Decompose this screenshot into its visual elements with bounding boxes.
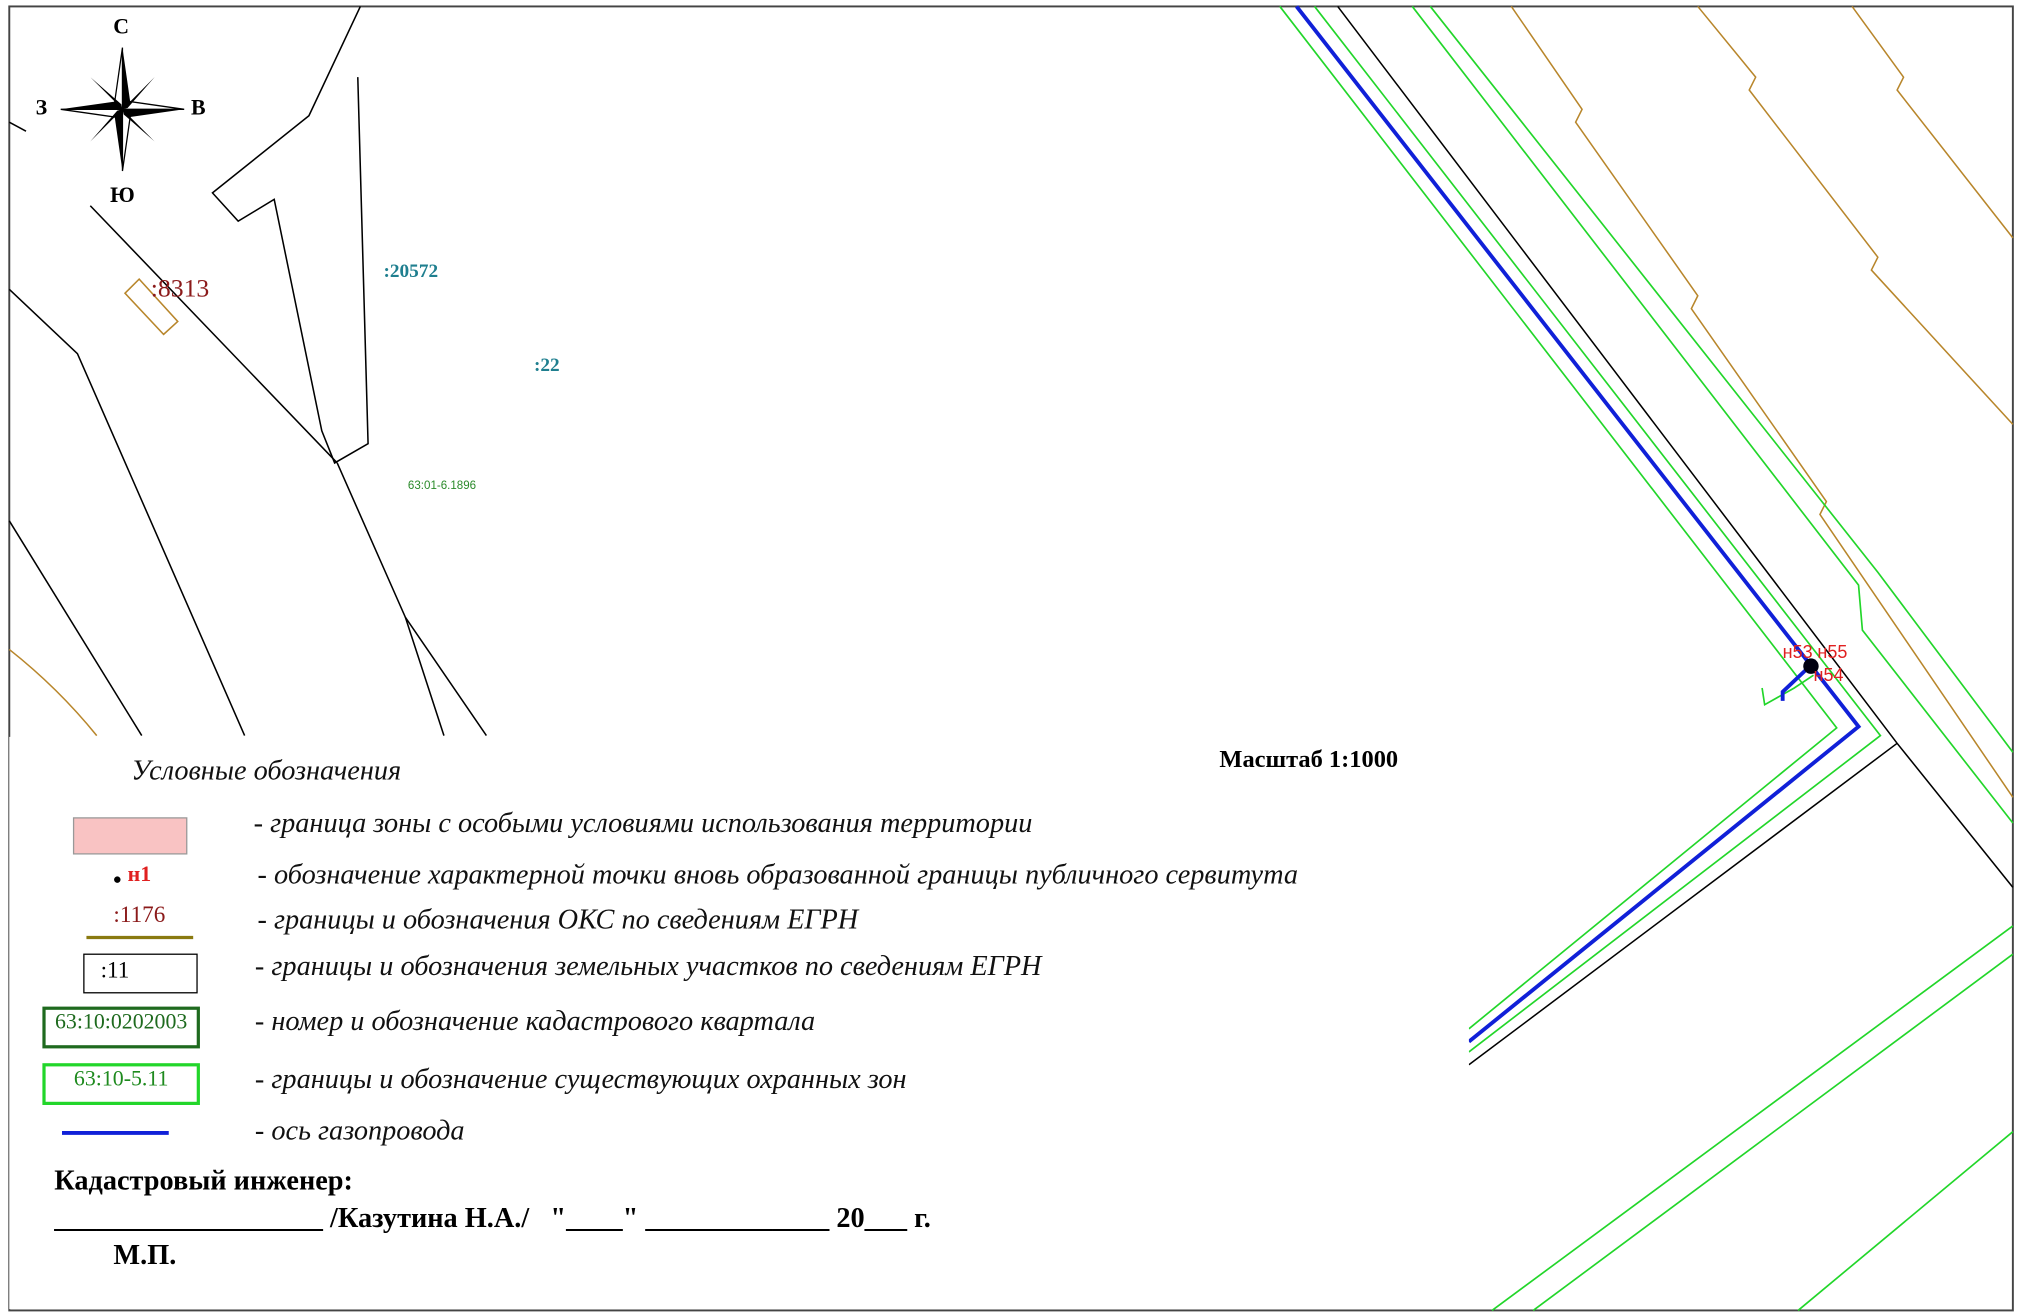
- compass-south: Ю: [110, 183, 135, 207]
- zone-label: 63:01-6.1896: [408, 480, 476, 492]
- gas-pipeline-axis: [1295, 5, 1862, 1044]
- parcel-label: :8313: [151, 274, 210, 303]
- legend-area: [9, 736, 1469, 1310]
- compass-east: В: [191, 95, 206, 119]
- legend-text: - ось газопровода: [255, 1115, 465, 1146]
- legend-text: - номер и обозначение кадастрового кварт…: [255, 1006, 815, 1037]
- point: [1803, 658, 1819, 674]
- compass-west: З: [36, 95, 48, 119]
- parcel-label: :22: [534, 355, 560, 376]
- compass-north: С: [113, 14, 129, 38]
- gas-pipeline-branch: [1780, 667, 1809, 701]
- legend-swatch: [72, 817, 188, 855]
- signature-line: ___________________ /Казутина Н.А./ "___…: [53, 1203, 931, 1234]
- legend-text: - граница зоны с особыми условиями испол…: [254, 808, 1033, 839]
- legend-sample: 63:10:0202003: [55, 1010, 187, 1034]
- legend-box: [42, 1006, 200, 1049]
- legend-box: [83, 953, 198, 994]
- point-label: н53: [1783, 642, 1813, 662]
- parcel-label: :20572: [384, 261, 439, 282]
- legend-text: - границы и обозначения ОКС по сведениям…: [257, 905, 859, 936]
- protection-zones: [1279, 5, 2014, 1312]
- legend-sample: :11: [101, 958, 130, 984]
- legend-sample: н1: [128, 862, 152, 886]
- engineer-title: Кадастровый инженер:: [54, 1166, 353, 1197]
- legend-sample: :1176: [113, 902, 165, 928]
- legend-sample: 63:10-5.11: [74, 1066, 169, 1090]
- legend-box: [42, 1063, 200, 1105]
- point-label: н55: [1817, 642, 1847, 662]
- legend-text: - границы и обозначение существующих охр…: [255, 1064, 907, 1095]
- legend-text: - обозначение характерной точки вновь об…: [257, 860, 1298, 891]
- buildings: [8, 5, 2014, 798]
- legend-point: [114, 876, 121, 883]
- stamp: М.П.: [113, 1240, 176, 1271]
- scale: Масштаб 1:1000: [1219, 746, 1398, 773]
- compass-rose: [60, 47, 185, 172]
- land-parcels: [8, 5, 2014, 1066]
- point-label: н54: [1814, 665, 1844, 685]
- legend-text: - границы и обозначения земельных участк…: [255, 951, 1043, 982]
- legend-title: Условные обозначения: [131, 755, 401, 786]
